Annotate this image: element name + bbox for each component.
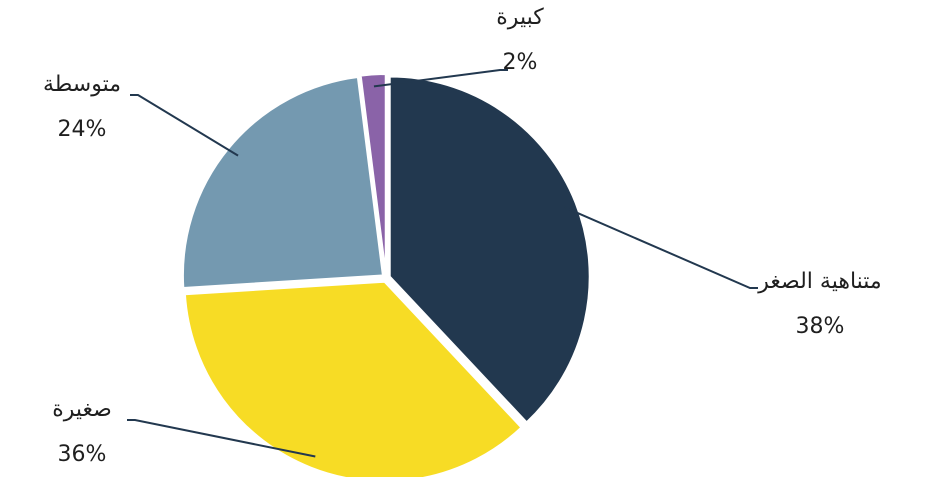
leader-line	[127, 419, 316, 458]
slice-label: متوسطة	[43, 72, 121, 97]
slice-label: صغيرة	[52, 397, 112, 422]
leader-line	[130, 94, 239, 157]
pie-slice	[181, 75, 385, 290]
value-label: 24%	[58, 117, 107, 142]
value-label: 36%	[58, 442, 107, 467]
pie-slice	[183, 280, 523, 477]
slice-label: كبيرة	[496, 5, 544, 30]
slice-label: متناهية الصغر	[757, 269, 881, 294]
pie-slice	[359, 73, 387, 275]
value-label: 38%	[796, 314, 845, 339]
leader-line	[564, 206, 758, 289]
pie-slice	[388, 75, 591, 424]
value-label: 2%	[503, 50, 538, 75]
leader-line	[373, 69, 508, 88]
